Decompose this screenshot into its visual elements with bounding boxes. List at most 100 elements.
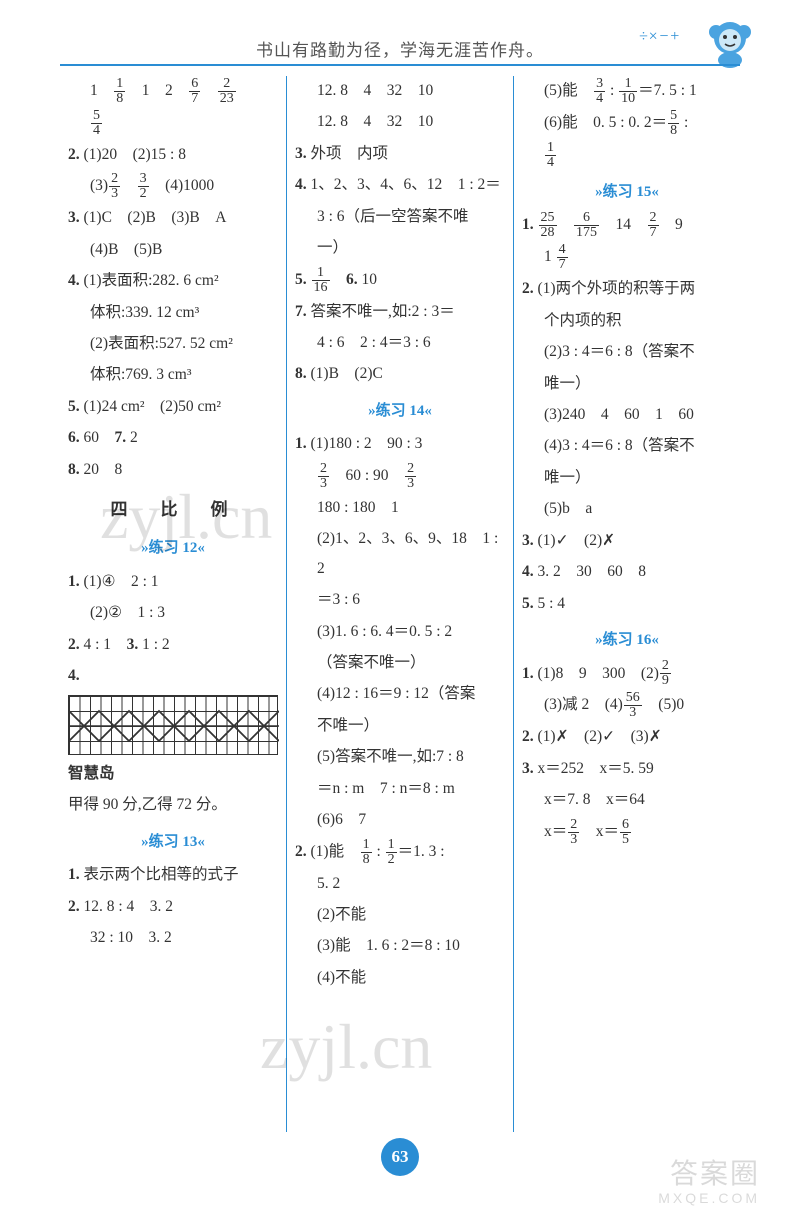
item-number: 7. bbox=[115, 429, 127, 446]
fraction: 32 bbox=[138, 172, 149, 201]
fraction: 47 bbox=[557, 243, 568, 272]
text: (1)✓ (2)✗ bbox=[534, 532, 616, 549]
text: (1)两个外项的积等于两 bbox=[534, 280, 695, 297]
text: (5)能 bbox=[544, 82, 593, 99]
text: ＝7. 5 : 1 bbox=[638, 82, 697, 99]
section-title: 四 比 例 bbox=[68, 494, 278, 526]
text: （答案不唯一） bbox=[317, 654, 426, 671]
item-number: 4. bbox=[68, 272, 80, 289]
fraction: 23 bbox=[405, 462, 416, 491]
item-number: 1. bbox=[68, 866, 80, 883]
item-number: 6. bbox=[68, 429, 80, 446]
item-number: 2. bbox=[68, 636, 80, 653]
text: ＝3 : 6 bbox=[317, 591, 360, 608]
text: 20 8 bbox=[80, 461, 123, 478]
item-number: 8. bbox=[295, 365, 307, 382]
item-number: 1. bbox=[522, 665, 534, 682]
text: (2)表面积:527. 52 cm² bbox=[90, 335, 233, 352]
item-number: 5. bbox=[68, 398, 80, 415]
fraction: 2528 bbox=[539, 211, 557, 240]
text: 答案不唯一,如:2 : 3＝ bbox=[307, 303, 455, 320]
text bbox=[121, 177, 137, 194]
fraction: 6175 bbox=[574, 211, 599, 240]
fraction: 116 bbox=[312, 266, 330, 295]
text: (1)能 bbox=[307, 843, 360, 860]
text: 3 : 6（后一空答案不唯 bbox=[317, 208, 469, 225]
header-symbols: ÷×−+ bbox=[639, 28, 680, 46]
item-number: 1. bbox=[522, 216, 534, 233]
text: 5. 2 bbox=[317, 875, 340, 892]
text: 32 : 10 3. 2 bbox=[90, 929, 172, 946]
text: (3)1. 6 : 6. 4＝0. 5 : 2 bbox=[317, 623, 452, 640]
text: 5 : 4 bbox=[534, 595, 565, 612]
page-number: 63 bbox=[381, 1138, 419, 1176]
text: 体积:769. 3 cm³ bbox=[90, 366, 192, 383]
fraction: 12 bbox=[386, 838, 397, 867]
text: (1)C (2)B (3)B A bbox=[80, 209, 227, 226]
text: (4)3 : 4＝6 : 8（答案不 bbox=[544, 437, 695, 454]
text: (3)240 4 60 1 60 bbox=[544, 406, 694, 423]
page-motto: 书山有路勤为径，学海无涯苦作舟。 bbox=[0, 36, 800, 61]
text: 60 : 90 bbox=[330, 467, 404, 484]
item-number: 3. bbox=[68, 209, 80, 226]
fraction: 18 bbox=[361, 838, 372, 867]
fraction: 54 bbox=[91, 109, 102, 138]
practice-heading: »练习 14« bbox=[295, 397, 505, 426]
text bbox=[558, 216, 574, 233]
text: 12. 8 4 32 10 bbox=[317, 113, 433, 130]
item-number: 5. bbox=[295, 271, 307, 288]
item-number: 8. bbox=[68, 461, 80, 478]
item-number: 5. bbox=[522, 595, 534, 612]
fraction: 23 bbox=[109, 172, 120, 201]
text: 12. 8 4 32 10 bbox=[317, 82, 433, 99]
item-number: 4. bbox=[522, 563, 534, 580]
fraction: 58 bbox=[668, 109, 679, 138]
text: (2)不能 bbox=[317, 906, 366, 923]
text: (1)180 : 2 90 : 3 bbox=[307, 435, 423, 452]
fraction: 223 bbox=[218, 77, 236, 106]
item-number: 3. bbox=[522, 532, 534, 549]
text bbox=[201, 82, 217, 99]
text bbox=[331, 271, 347, 288]
text: 1 2 bbox=[126, 82, 188, 99]
fraction: 67 bbox=[189, 77, 200, 106]
text: (3)减 2 (4) bbox=[544, 696, 623, 713]
text: x＝ bbox=[544, 823, 567, 840]
text: (5)b a bbox=[544, 500, 592, 517]
text: (1)20 (2)15 : 8 bbox=[80, 146, 186, 163]
text: (2)3 : 4＝6 : 8（答案不 bbox=[544, 343, 695, 360]
text: x＝252 x＝5. 59 bbox=[534, 760, 654, 777]
column-1: 1 18 1 2 67 223 54 2. (1)20 (2)15 : 8 (3… bbox=[60, 76, 286, 1132]
text: 甲得 90 分,乙得 72 分。 bbox=[68, 796, 227, 813]
text: (1)B (2)C bbox=[307, 365, 383, 382]
text: 不唯一） bbox=[317, 717, 379, 734]
text: 60 bbox=[80, 429, 115, 446]
text: (4)1000 bbox=[150, 177, 215, 194]
fraction: 23 bbox=[568, 818, 579, 847]
text: 个内项的积 bbox=[544, 312, 622, 329]
text: 一） bbox=[317, 239, 348, 256]
text: x＝7. 8 x＝64 bbox=[544, 791, 645, 808]
fraction: 65 bbox=[620, 818, 631, 847]
column-2: 12. 8 4 32 10 12. 8 4 32 10 3. 外项 内项 4. … bbox=[286, 76, 513, 1132]
text: (2)② 1 : 3 bbox=[90, 604, 165, 621]
fraction: 563 bbox=[624, 691, 642, 720]
text: 唯一） bbox=[544, 375, 591, 392]
footer-brand: 答案圈 bbox=[670, 1152, 760, 1192]
text: 1 bbox=[90, 82, 113, 99]
text: : bbox=[373, 843, 385, 860]
practice-heading: »练习 13« bbox=[68, 828, 278, 857]
practice-heading: »练习 15« bbox=[522, 178, 732, 207]
item-number: 3. bbox=[127, 636, 139, 653]
text: (3) bbox=[90, 177, 108, 194]
item-number: 4. bbox=[68, 667, 80, 684]
text: 4 : 6 2 : 4＝3 : 6 bbox=[317, 334, 431, 351]
item-number: 2. bbox=[522, 728, 534, 745]
text: (4)12 : 16＝9 : 12（答案 bbox=[317, 685, 475, 702]
text: (1)✗ (2)✓ (3)✗ bbox=[534, 728, 662, 745]
item-number: 2. bbox=[68, 146, 80, 163]
text: (5)0 bbox=[643, 696, 684, 713]
text: 外项 内项 bbox=[307, 145, 388, 162]
text: 表示两个比相等的式子 bbox=[80, 866, 239, 883]
text: 1 : 2 bbox=[138, 636, 169, 653]
